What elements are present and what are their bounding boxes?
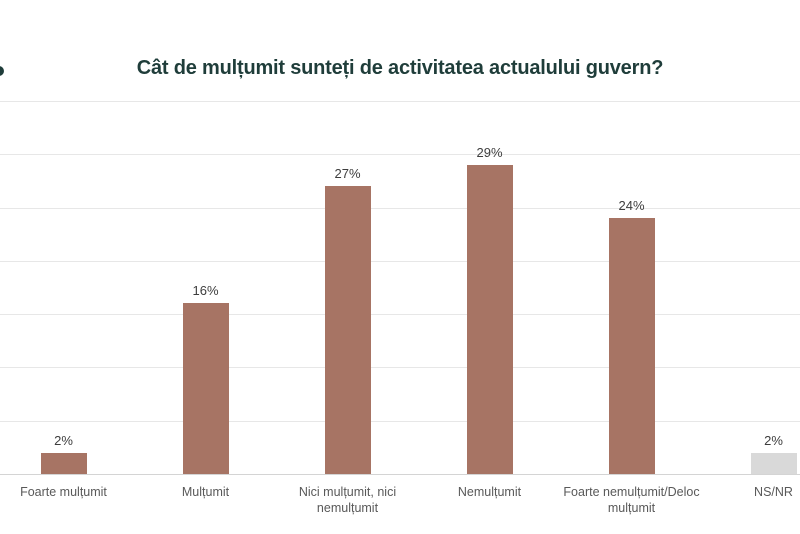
gridline-10pct xyxy=(0,367,800,369)
gridline-25pct xyxy=(0,207,800,209)
gridline-5pct xyxy=(0,420,800,422)
x-axis-line xyxy=(0,474,800,475)
gridline-15pct xyxy=(0,314,800,316)
bar-3 xyxy=(324,186,371,474)
value-label-5: 24% xyxy=(618,198,645,213)
category-label-4: Nemulțumit xyxy=(457,485,522,499)
value-label-6: 2% xyxy=(764,433,783,448)
category-label-2: Mulțumit xyxy=(181,485,230,499)
value-label-1: 2% xyxy=(54,433,73,448)
category-label-1: Foarte mulțumit xyxy=(20,485,107,499)
bar-4 xyxy=(466,165,513,474)
gridline-20pct xyxy=(0,260,800,262)
value-label-3: 27% xyxy=(334,166,361,181)
value-label-4: 29% xyxy=(476,145,503,160)
bar-5 xyxy=(608,218,655,474)
cropped-logo-dot xyxy=(0,66,4,76)
category-label-6: NS/NR xyxy=(754,485,793,499)
gridline-35pct xyxy=(0,101,800,102)
bar-6 xyxy=(750,453,797,474)
value-label-2: 16% xyxy=(192,283,219,298)
category-label-3: Nici mulțumit, nici nemulțumit xyxy=(298,485,397,515)
chart-title: Cât de mulțumit sunteți de activitatea a… xyxy=(136,57,664,79)
gridline-30pct xyxy=(0,154,800,156)
bar-2 xyxy=(182,303,229,474)
bar-1 xyxy=(40,453,87,474)
category-label-5: Foarte nemulțumit/Deloc mulțumit xyxy=(563,485,700,515)
